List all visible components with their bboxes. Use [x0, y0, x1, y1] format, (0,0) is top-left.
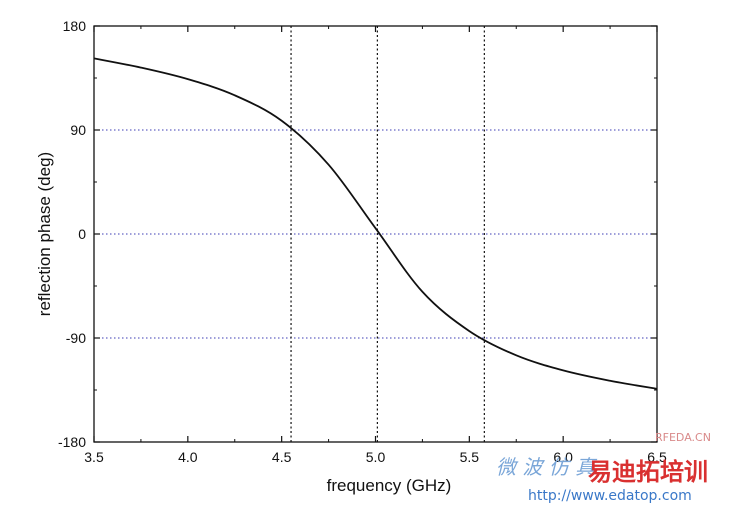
x-tick-label: 6.5	[647, 449, 667, 465]
reference-lines	[94, 26, 657, 442]
y-tick-label: -90	[66, 330, 86, 346]
y-tick-label: 0	[78, 226, 86, 242]
watermark-brand: 易迪拓培训	[588, 458, 708, 486]
x-tick-label: 6.0	[553, 449, 573, 465]
watermark-site-text: RFEDA.CN	[655, 431, 711, 444]
y-tick-label: -180	[58, 434, 86, 450]
y-tick-label: 90	[70, 122, 86, 138]
tick-labels: 3.5 4.0 4.5 5.0 5.5 6.0 6.5 -180 -90 0 90 180	[58, 18, 667, 465]
x-tick-label: 5.0	[366, 449, 386, 465]
curve-layer	[93, 57, 658, 390]
series-line-0	[93, 57, 658, 390]
x-tick-label: 5.5	[460, 449, 480, 465]
watermark: RFEDA.CN 微 波 仿 真 易迪拓培训 http://www.edatop…	[496, 431, 711, 504]
y-axis-label: reflection phase (deg)	[35, 152, 54, 316]
x-tick-label: 3.5	[84, 449, 104, 465]
x-axis-label: frequency (GHz)	[327, 476, 452, 495]
y-tick-label: 180	[63, 18, 87, 34]
x-tick-label: 4.0	[178, 449, 198, 465]
watermark-url: http://www.edatop.com	[528, 488, 692, 504]
watermark-line1: 微 波 仿 真	[496, 455, 598, 479]
tick-marks	[93, 25, 658, 443]
x-tick-label: 4.5	[272, 449, 292, 465]
